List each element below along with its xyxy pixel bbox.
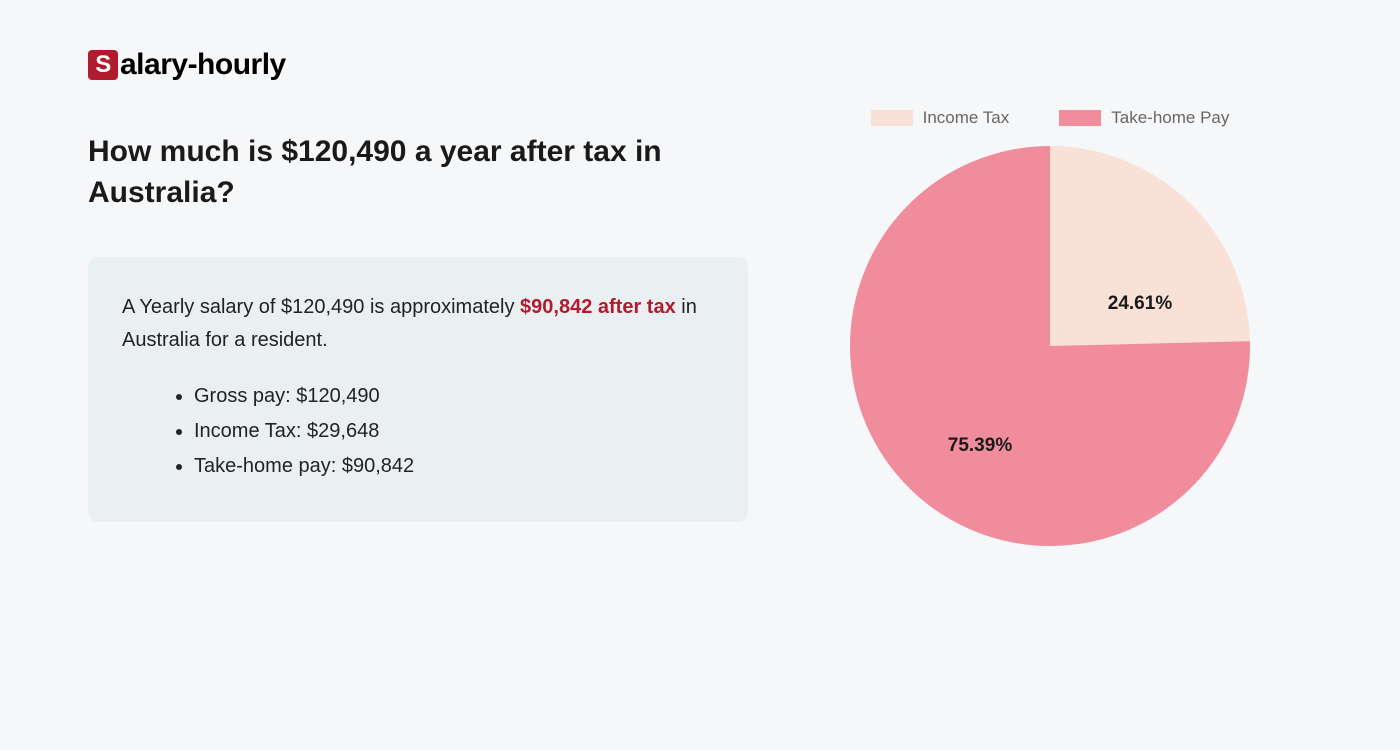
pie-label-take-home: 75.39% — [948, 435, 1012, 457]
legend-item-take-home: Take-home Pay — [1059, 108, 1229, 128]
legend-label: Take-home Pay — [1111, 108, 1229, 128]
legend-swatch — [1059, 110, 1101, 126]
site-logo: Salary-hourly — [88, 48, 286, 82]
logo-text: alary-hourly — [120, 48, 286, 82]
summary-box: A Yearly salary of $120,490 is approxima… — [88, 257, 748, 522]
logo-badge: S — [88, 50, 118, 80]
pie-chart: 24.61% 75.39% — [850, 146, 1250, 546]
chart-column: Income Tax Take-home Pay 24.61% 75.39% — [800, 108, 1300, 546]
summary-sentence: A Yearly salary of $120,490 is approxima… — [122, 291, 714, 357]
summary-highlight: $90,842 after tax — [520, 296, 676, 318]
summary-list: Gross pay: $120,490 Income Tax: $29,648 … — [122, 379, 714, 484]
chart-legend: Income Tax Take-home Pay — [800, 108, 1300, 128]
list-item: Income Tax: $29,648 — [194, 414, 714, 449]
pie-label-income-tax: 24.61% — [1108, 293, 1172, 315]
summary-prefix: A Yearly salary of $120,490 is approxima… — [122, 296, 520, 318]
legend-swatch — [871, 110, 913, 126]
content-column: How much is $120,490 a year after tax in… — [88, 132, 748, 522]
legend-label: Income Tax — [923, 108, 1010, 128]
legend-item-income-tax: Income Tax — [871, 108, 1010, 128]
list-item: Take-home pay: $90,842 — [194, 449, 714, 484]
list-item: Gross pay: $120,490 — [194, 379, 714, 414]
pie-svg — [850, 146, 1250, 546]
page-title: How much is $120,490 a year after tax in… — [88, 132, 748, 213]
